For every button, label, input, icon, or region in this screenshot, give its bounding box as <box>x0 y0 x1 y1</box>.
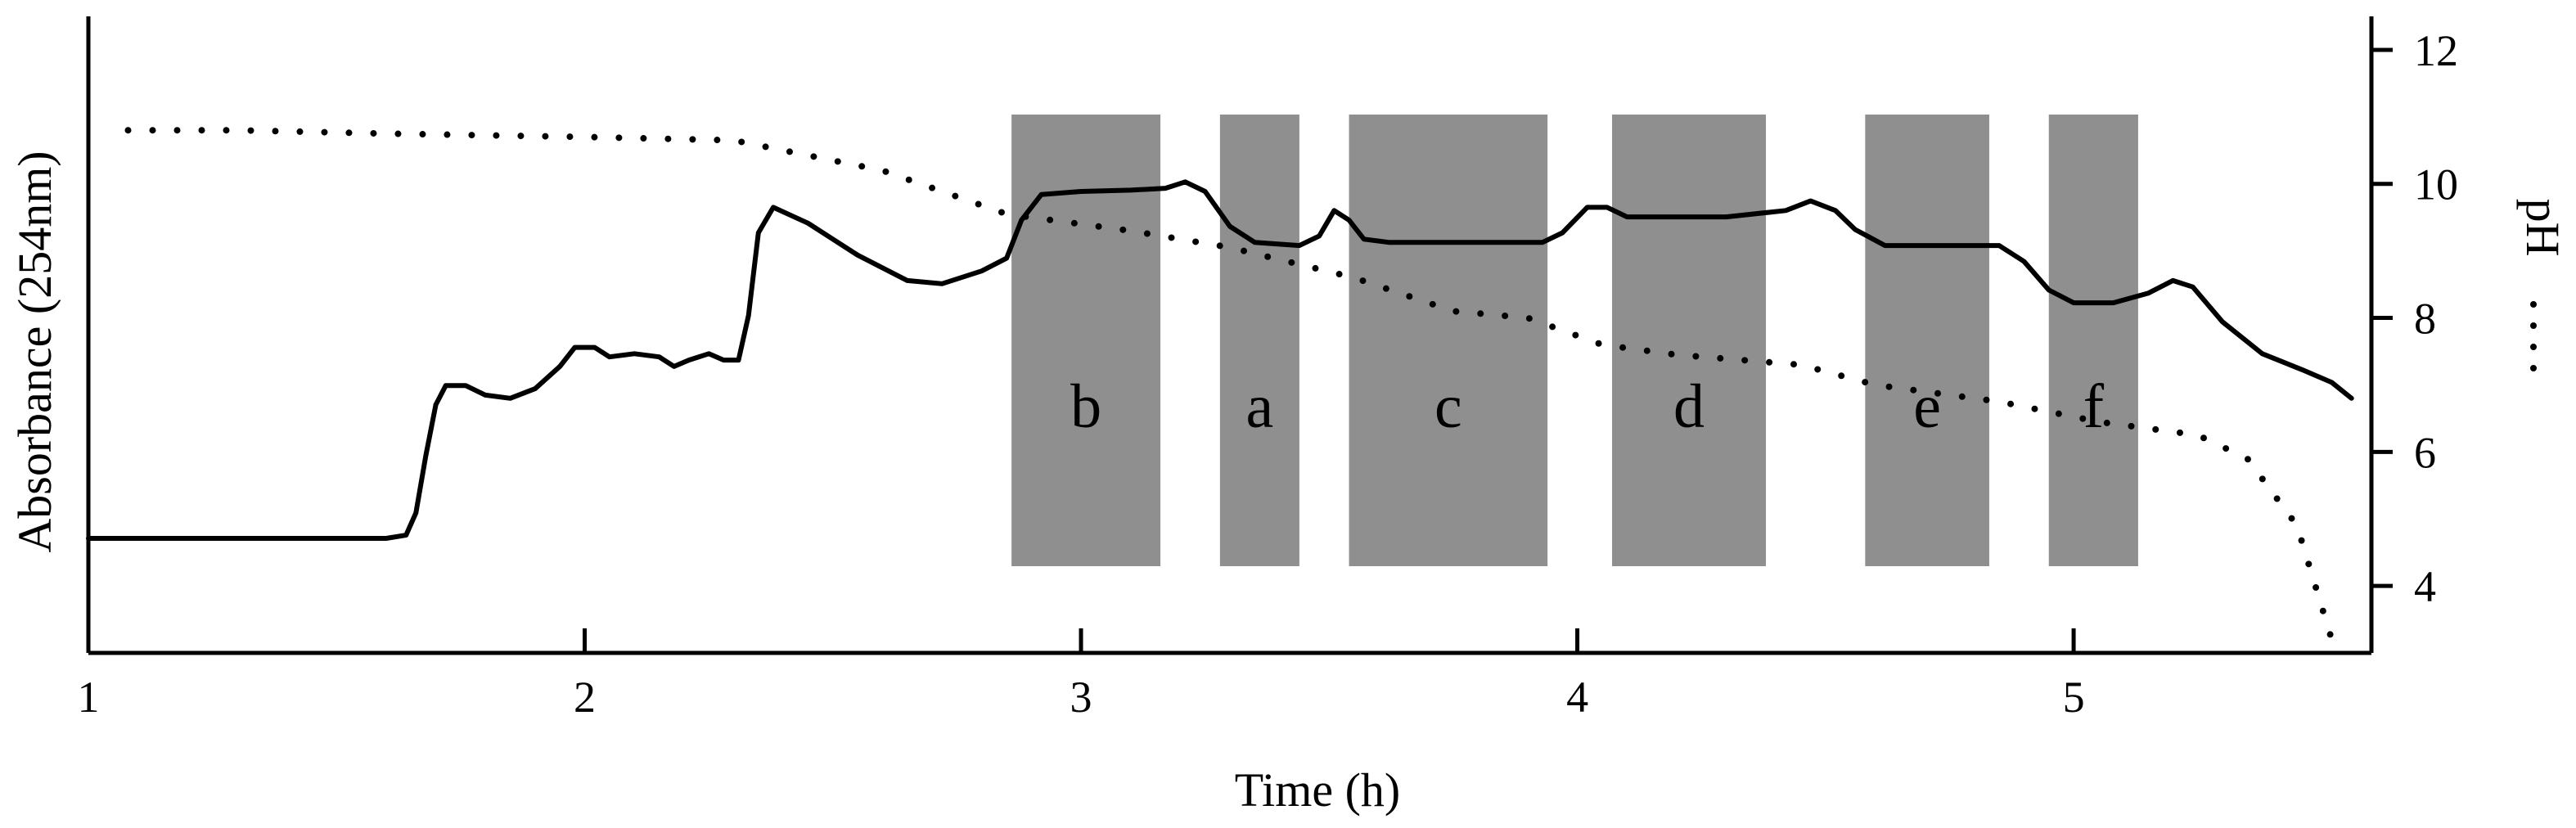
y-right-tick-label: 4 <box>2414 562 2436 611</box>
region-rect-a <box>1219 115 1299 566</box>
y-axis-left-title: Absorbance (254nm) <box>8 151 61 552</box>
region-c: c <box>1349 115 1548 566</box>
region-f: f <box>2048 115 2138 566</box>
y-axis-right-title: pH <box>2516 199 2569 257</box>
y-right-tick-label: 10 <box>2414 160 2458 209</box>
region-d: d <box>1612 115 1767 566</box>
axis-labels: Time (h) Absorbance (254nm) pH <box>8 151 2569 817</box>
region-b: b <box>1011 115 1161 566</box>
region-label-f: f <box>2083 372 2105 441</box>
y-right-tick-label: 6 <box>2414 428 2436 477</box>
x-tick-label: 1 <box>78 673 100 722</box>
region-rect-c <box>1349 115 1548 566</box>
y-right-tick-label: 8 <box>2414 295 2436 344</box>
y-right-tick-label: 12 <box>2414 26 2458 75</box>
region-rect-d <box>1612 115 1767 566</box>
region-rect-f <box>2048 115 2138 566</box>
region-rect-b <box>1011 115 1161 566</box>
region-rect-e <box>1865 115 1989 566</box>
region-label-d: d <box>1673 372 1705 441</box>
x-tick-label: 2 <box>574 673 596 722</box>
x-tick-label: 3 <box>1070 673 1092 722</box>
region-e: e <box>1865 115 1989 566</box>
x-tick-label: 5 <box>2063 673 2085 722</box>
region-label-a: a <box>1246 372 1274 441</box>
region-label-b: b <box>1070 372 1101 441</box>
absorbance-series-line <box>86 179 2354 541</box>
region-label-e: e <box>1913 372 1941 441</box>
series-lines <box>86 127 2354 643</box>
region-a: a <box>1219 115 1299 566</box>
x-axis-title: Time (h) <box>1235 763 1401 817</box>
region-label-c: c <box>1434 372 1462 441</box>
x-tick-label: 4 <box>1566 673 1588 722</box>
